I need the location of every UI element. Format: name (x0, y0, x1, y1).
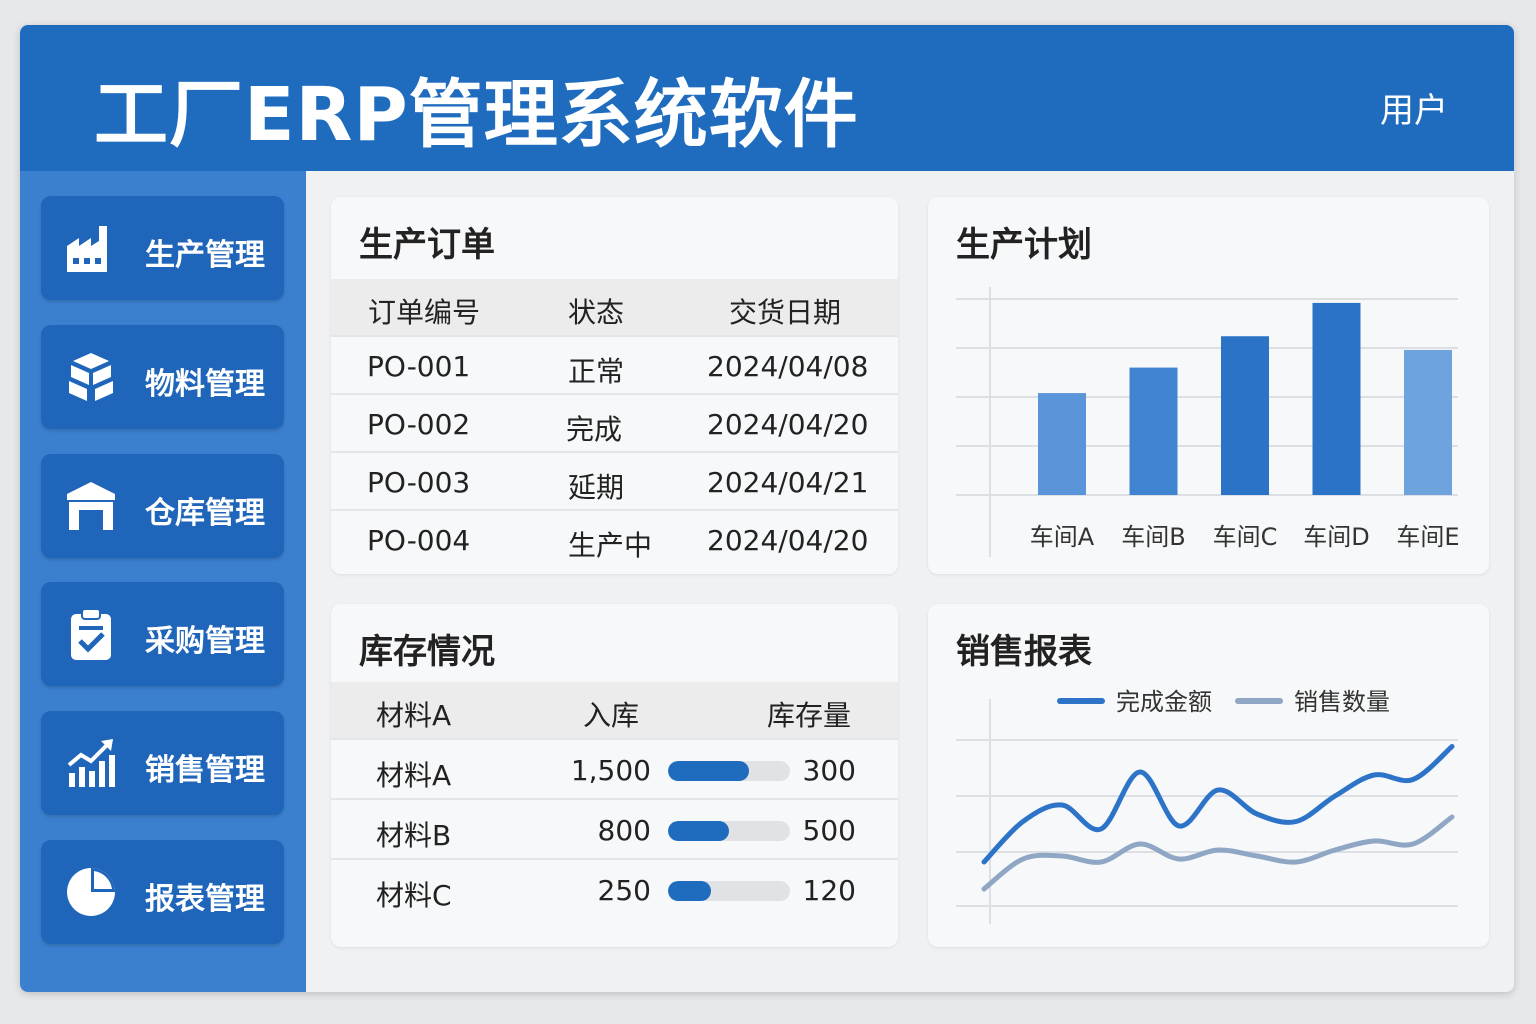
table-row[interactable]: 材料C 250 120 (331, 858, 898, 947)
production-bar-chart: 车间A 车间B 车间C 车间D 车间E (956, 287, 1460, 557)
orders-title: 生产订单 (359, 225, 495, 265)
inventory-card: 库存情况 材料A 入库 库存量 材料A 1,500 300 材料B 800 50… (331, 604, 898, 947)
column-header: 状态 (568, 296, 625, 329)
order-date: 2024/04/20 (707, 524, 869, 557)
material-name: 材料B (376, 819, 452, 852)
order-status: 正常 (568, 355, 625, 388)
column-header: 订单编号 (368, 296, 481, 329)
sidebar-item-label: 销售管理 (145, 753, 265, 788)
column-header: 入库 (583, 699, 640, 732)
material-stock: 300 (802, 754, 856, 787)
legend-label: 销售数量 (1294, 688, 1390, 716)
sidebar-item-label: 采购管理 (145, 624, 265, 659)
bar[interactable] (1404, 349, 1452, 495)
material-name: 材料A (376, 759, 452, 792)
inventory-title: 库存情况 (359, 632, 495, 672)
order-id: PO-002 (367, 408, 471, 441)
table-row[interactable]: PO-002 完成 2024/04/20 (331, 393, 898, 451)
order-id: PO-003 (367, 466, 471, 499)
plan-card: 生产计划 车间A 车间B 车间C 车间D 车间E (928, 197, 1489, 574)
table-row[interactable]: PO-003 延期 2024/04/21 (331, 451, 898, 509)
inventory-table-header: 材料A 入库 库存量 (331, 682, 898, 738)
factory-icon (67, 226, 107, 272)
column-header: 交货日期 (729, 296, 842, 329)
material-name: 材料C (376, 879, 452, 912)
x-tick-label: 车间D (1303, 523, 1369, 551)
pie-chart-icon (67, 868, 115, 916)
x-tick-label: 车间B (1121, 523, 1185, 551)
column-header: 库存量 (767, 699, 852, 732)
bar[interactable] (1038, 393, 1086, 495)
order-date: 2024/04/08 (707, 350, 869, 383)
table-row[interactable]: 材料B 800 500 (331, 798, 898, 858)
x-tick-label: 车间E (1396, 523, 1459, 551)
plan-title: 生产计划 (956, 225, 1092, 265)
sales-card: 销售报表 完成金额 销售数量 (928, 604, 1489, 947)
stock-progress-bar (668, 821, 790, 841)
erp-window: 工厂ERP管理系统软件 用户 生产管理 物料管理 (20, 25, 1514, 992)
warehouse-icon (67, 482, 115, 530)
user-menu[interactable]: 用户 (1380, 91, 1448, 131)
sidebar: 生产管理 物料管理 仓库管理 (20, 171, 306, 992)
sidebar-item-sales[interactable]: 销售管理 (41, 711, 284, 815)
stock-progress-bar (668, 761, 790, 781)
sales-line-chart: 完成金额 销售数量 (956, 688, 1458, 924)
stock-progress-bar (668, 881, 790, 901)
material-quantity: 250 (597, 874, 651, 907)
orders-table-header: 订单编号 状态 交货日期 (331, 279, 898, 335)
app-header: 工厂ERP管理系统软件 用户 (20, 25, 1514, 171)
order-id: PO-004 (367, 524, 471, 557)
boxes-icon (69, 353, 113, 401)
sidebar-item-label: 生产管理 (145, 238, 265, 273)
order-status: 生产中 (568, 529, 653, 562)
column-header: 材料A (376, 699, 452, 732)
material-quantity: 1,500 (570, 754, 651, 787)
sidebar-item-label: 报表管理 (145, 882, 265, 917)
series-line-quantity[interactable] (981, 814, 1455, 892)
sidebar-item-label: 物料管理 (145, 367, 265, 402)
bar[interactable] (1221, 336, 1269, 495)
sidebar-item-production[interactable]: 生产管理 (41, 196, 284, 300)
table-row[interactable]: PO-001 正常 2024/04/08 (331, 335, 898, 393)
bar[interactable] (1312, 302, 1361, 495)
order-date: 2024/04/20 (707, 408, 869, 441)
order-status: 延期 (568, 471, 625, 504)
material-quantity: 800 (597, 814, 651, 847)
series-line-amount[interactable] (981, 744, 1455, 865)
sidebar-item-warehouse[interactable]: 仓库管理 (41, 454, 284, 558)
x-tick-label: 车间C (1213, 523, 1278, 551)
trend-chart-icon (67, 739, 115, 787)
clipboard-check-icon (71, 608, 111, 660)
x-tick-label: 车间A (1030, 523, 1095, 551)
orders-card: 生产订单 订单编号 状态 交货日期 PO-001 正常 2024/04/08 P… (331, 197, 898, 574)
sidebar-item-purchase[interactable]: 采购管理 (41, 582, 284, 686)
app-title: 工厂ERP管理系统软件 (94, 72, 859, 158)
legend-label: 完成金额 (1116, 688, 1212, 716)
bar[interactable] (1129, 367, 1178, 495)
sidebar-item-material[interactable]: 物料管理 (41, 325, 284, 429)
sidebar-item-reports[interactable]: 报表管理 (41, 840, 284, 944)
order-id: PO-001 (367, 350, 471, 383)
table-row[interactable]: PO-004 生产中 2024/04/20 (331, 509, 898, 574)
table-row[interactable]: 材料A 1,500 300 (331, 738, 898, 798)
sales-title: 销售报表 (956, 632, 1092, 672)
material-stock: 120 (802, 874, 856, 907)
order-status: 完成 (566, 413, 623, 446)
order-date: 2024/04/21 (707, 466, 869, 499)
material-stock: 500 (802, 814, 856, 847)
sidebar-item-label: 仓库管理 (145, 496, 265, 531)
